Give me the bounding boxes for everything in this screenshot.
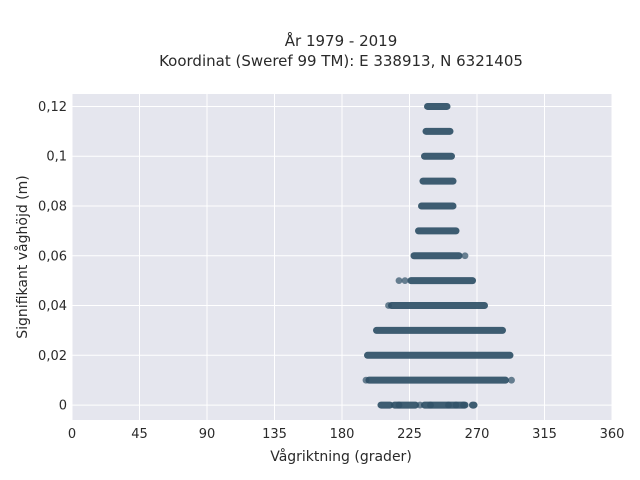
y-tick-label: 0,12 xyxy=(38,100,67,115)
y-tick-labels: 0 0,02 0,04 0,06 0,08 0,1 0,12 xyxy=(38,100,67,414)
chart-subtitle: Koordinat (Sweref 99 TM): E 338913, N 63… xyxy=(159,52,523,70)
x-tick-labels: 0 45 90 135 180 225 270 315 360 xyxy=(68,427,625,442)
data-point xyxy=(401,277,409,285)
x-tick-label: 135 xyxy=(262,427,287,442)
x-tick-label: 315 xyxy=(532,427,557,442)
data-point xyxy=(452,401,460,409)
y-tick-label: 0,1 xyxy=(46,150,67,165)
x-tick-label: 270 xyxy=(465,427,490,442)
y-tick-label: 0,06 xyxy=(38,249,67,264)
grid-lines xyxy=(71,94,613,420)
data-point xyxy=(416,401,424,409)
x-tick-label: 45 xyxy=(131,427,148,442)
data-points xyxy=(362,102,515,409)
data-point xyxy=(445,401,452,409)
x-tick-label: 90 xyxy=(199,427,216,442)
data-point xyxy=(427,401,434,409)
y-tick-label: 0,08 xyxy=(38,199,67,214)
y-tick-label: 0,02 xyxy=(38,349,67,364)
x-tick-label: 0 xyxy=(68,427,76,442)
data-point xyxy=(508,376,515,384)
x-axis-label: Vågriktning (grader) xyxy=(270,448,412,465)
data-point xyxy=(461,252,469,260)
x-tick-label: 360 xyxy=(600,427,625,442)
chart-title: År 1979 - 2019 xyxy=(285,31,398,50)
data-point xyxy=(395,401,403,409)
data-point xyxy=(362,376,370,384)
data-point xyxy=(385,302,392,309)
y-axis-label: Signifikant våghöjd (m) xyxy=(14,175,31,338)
y-tick-label: 0 xyxy=(59,399,67,414)
x-tick-label: 225 xyxy=(397,427,422,442)
y-tick-label: 0,04 xyxy=(38,299,67,314)
data-point xyxy=(460,401,467,409)
data-point xyxy=(395,277,403,285)
x-tick-label: 180 xyxy=(330,427,355,442)
